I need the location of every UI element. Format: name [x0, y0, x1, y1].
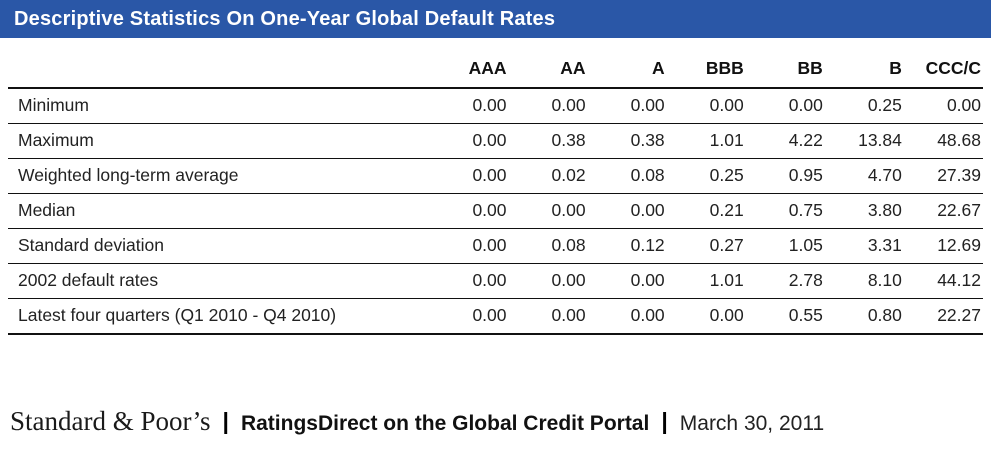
column-header-a: A [587, 52, 667, 89]
table-title: Descriptive Statistics On One-Year Globa… [14, 7, 556, 30]
cell-value: 0.21 [709, 200, 744, 220]
column-header-bbb: BBB [666, 52, 746, 89]
table-row: Standard deviation 0.00 0.08 0.12 0.27 1… [8, 229, 983, 264]
row-label: Standard deviation [18, 235, 164, 255]
cell-value: 1.05 [788, 235, 823, 255]
cell-value: 0.00 [551, 95, 586, 115]
cell-value: 0.55 [788, 305, 823, 325]
cell-value: 0.25 [709, 165, 744, 185]
cell-value: 4.22 [788, 130, 823, 150]
cell-value: 0.00 [472, 95, 507, 115]
table-row: Weighted long-term average 0.00 0.02 0.0… [8, 159, 983, 194]
cell-value: 0.00 [709, 305, 744, 325]
cell-value: 0.00 [630, 305, 665, 325]
cell-value: 0.08 [630, 165, 665, 185]
cell-value: 13.84 [858, 130, 902, 150]
cell-value: 44.12 [937, 270, 981, 290]
cell-value: 0.27 [709, 235, 744, 255]
row-label: Latest four quarters (Q1 2010 - Q4 2010) [18, 305, 337, 325]
cell-value: 0.00 [630, 95, 665, 115]
table-row: Latest four quarters (Q1 2010 - Q4 2010)… [8, 299, 983, 334]
cell-value: 22.27 [937, 305, 981, 325]
cell-value: 12.69 [937, 235, 981, 255]
report-date: March 30, 2011 [679, 412, 825, 435]
row-label: Weighted long-term average [18, 165, 239, 185]
cell-value: 0.02 [551, 165, 586, 185]
cell-value: 0.12 [630, 235, 665, 255]
row-label: 2002 default rates [18, 270, 159, 290]
table-row: Median 0.00 0.00 0.00 0.21 0.75 3.80 22.… [8, 194, 983, 229]
cell-value: 0.00 [551, 305, 586, 325]
cell-value: 0.75 [788, 200, 823, 220]
column-header-cccc: CCC/C [903, 52, 983, 89]
row-label: Maximum [18, 130, 94, 150]
cell-value: 0.95 [788, 165, 823, 185]
column-header-aa: AA [508, 52, 588, 89]
table-title-bar: Descriptive Statistics On One-Year Globa… [0, 0, 991, 38]
table-row: Minimum 0.00 0.00 0.00 0.00 0.00 0.25 0.… [8, 88, 983, 124]
row-label: Median [18, 200, 76, 220]
brand-name: Standard & Poor’s [10, 406, 211, 436]
cell-value: 48.68 [937, 130, 981, 150]
cell-value: 0.38 [551, 130, 586, 150]
column-header-b: B [824, 52, 904, 89]
table-header-row: AAA AA A BBB BB B CCC/C [8, 52, 983, 89]
cell-value: 0.00 [551, 270, 586, 290]
table-row: 2002 default rates 0.00 0.00 0.00 1.01 2… [8, 264, 983, 299]
cell-value: 3.31 [867, 235, 902, 255]
cell-value: 0.80 [867, 305, 902, 325]
cell-value: 0.00 [630, 200, 665, 220]
product-name: RatingsDirect on the Global Credit Porta… [240, 412, 650, 435]
cell-value: 1.01 [709, 270, 744, 290]
cell-value: 27.39 [937, 165, 981, 185]
column-header-bb: BB [745, 52, 825, 89]
default-rates-table: AAA AA A BBB BB B CCC/C Minimum 0.00 0.0… [8, 52, 983, 335]
row-label: Minimum [18, 95, 89, 115]
cell-value: 0.00 [630, 270, 665, 290]
footer-separator: | [661, 408, 668, 434]
cell-value: 3.80 [867, 200, 902, 220]
report-footer: Standard & Poor’s | RatingsDirect on the… [10, 406, 824, 437]
cell-value: 0.00 [946, 95, 981, 115]
cell-value: 0.08 [551, 235, 586, 255]
footer-separator: | [222, 408, 229, 434]
cell-value: 0.25 [867, 95, 902, 115]
column-header-blank [8, 52, 430, 89]
cell-value: 8.10 [867, 270, 902, 290]
cell-value: 0.00 [551, 200, 586, 220]
cell-value: 4.70 [867, 165, 902, 185]
cell-value: 0.00 [472, 270, 507, 290]
cell-value: 0.00 [788, 95, 823, 115]
cell-value: 0.00 [709, 95, 744, 115]
cell-value: 0.00 [472, 130, 507, 150]
cell-value: 1.01 [709, 130, 744, 150]
cell-value: 0.00 [472, 305, 507, 325]
table-row: Maximum 0.00 0.38 0.38 1.01 4.22 13.84 4… [8, 124, 983, 159]
cell-value: 0.00 [472, 235, 507, 255]
cell-value: 0.00 [472, 200, 507, 220]
cell-value: 22.67 [937, 200, 981, 220]
cell-value: 0.00 [472, 165, 507, 185]
column-header-aaa: AAA [429, 52, 509, 89]
cell-value: 2.78 [788, 270, 823, 290]
cell-value: 0.38 [630, 130, 665, 150]
